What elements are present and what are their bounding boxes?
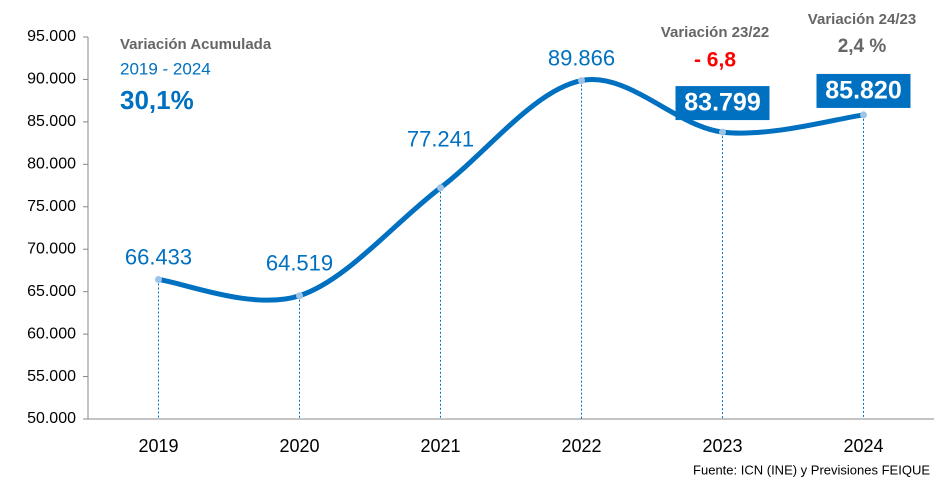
y-tick-label: 80.000 [27,156,76,173]
label-box [675,86,770,121]
x-tick-label: 2020 [279,436,319,456]
y-tick-label: 55.000 [27,368,76,385]
variation-value: 2,4 % [838,36,887,57]
y-tick-label: 90.000 [27,71,76,88]
x-tick-label: 2019 [138,436,178,456]
y-tick-label: 70.000 [27,240,76,257]
cumulative-period: 2019 - 2024 [120,59,211,78]
data-label: 89.866 [548,45,615,70]
data-label: 83.799 [684,89,760,117]
cumulative-value: 30,1% [120,85,194,115]
source: Fuente: ICN (INE) y Previsiones FEIQUE [693,462,930,477]
y-tick-label: 60.000 [27,325,76,342]
point [719,128,726,136]
x-tick-label: 2024 [843,436,883,456]
x-tick-label: 2023 [702,436,742,456]
cumulative-title: Variación Acumulada [120,36,272,53]
data-label: 85.820 [825,77,901,105]
point [155,276,162,284]
data-label: 77.241 [407,127,474,152]
x-tick-label: 2021 [420,436,460,456]
y-tick-label: 65.000 [27,283,76,300]
variation-title: Variación 23/22 [661,24,769,41]
point [437,184,444,192]
point [296,292,303,300]
variation-title: Variación 24/23 [808,11,916,28]
point [578,77,585,85]
y-tick-label: 85.000 [27,113,76,130]
y-tick-label: 50.000 [27,410,76,427]
data-label: 66.433 [125,244,192,269]
x-tick-label: 2022 [561,436,601,456]
y-tick-label: 75.000 [27,198,76,215]
label-box [816,73,911,108]
line [158,77,864,303]
data-label: 64.519 [266,251,333,276]
variation-value: - 6,8 [694,49,736,72]
y-tick-label: 95.000 [27,28,76,45]
point [860,111,867,119]
